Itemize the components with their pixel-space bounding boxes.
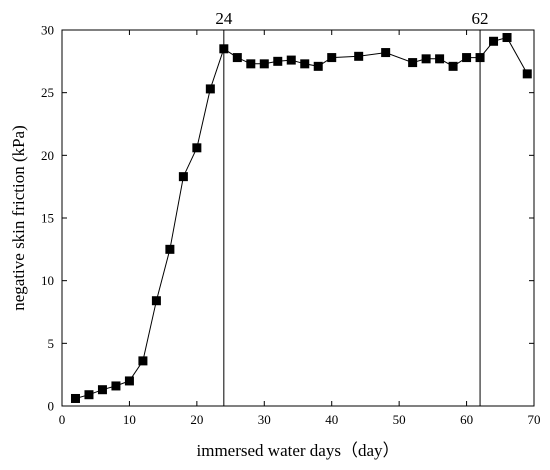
data-point xyxy=(381,48,391,58)
y-tick-label: 0 xyxy=(48,399,55,414)
data-point xyxy=(97,385,107,395)
data-point xyxy=(70,393,80,403)
x-tick-label: 60 xyxy=(460,412,473,427)
data-point xyxy=(246,59,256,69)
data-point xyxy=(138,356,148,366)
data-point xyxy=(408,58,418,68)
x-tick-label: 30 xyxy=(258,412,271,427)
x-axis-title: immersed water days（day） xyxy=(197,441,400,460)
data-point xyxy=(273,56,283,66)
data-point xyxy=(151,296,161,306)
data-point xyxy=(259,59,269,69)
data-point xyxy=(313,61,323,71)
x-tick-label: 20 xyxy=(190,412,203,427)
data-line xyxy=(75,36,528,399)
reference-line-label: 62 xyxy=(472,9,489,28)
data-point xyxy=(232,53,242,63)
x-tick-label: 70 xyxy=(528,412,541,427)
x-tick-label: 0 xyxy=(59,412,66,427)
data-point xyxy=(522,69,532,79)
y-tick-label: 15 xyxy=(41,211,54,226)
y-tick-label: 10 xyxy=(41,273,54,288)
x-tick-label: 10 xyxy=(123,412,136,427)
data-point xyxy=(124,376,134,386)
data-point xyxy=(300,59,310,69)
data-point xyxy=(192,143,202,153)
data-point xyxy=(205,84,215,94)
reference-lines: 24 62 xyxy=(215,9,489,406)
data-point xyxy=(111,381,121,391)
series-markers xyxy=(70,33,532,403)
x-tick-label: 50 xyxy=(393,412,406,427)
plot-frame xyxy=(61,29,535,407)
y-tick-label: 5 xyxy=(48,336,55,351)
y-tick-label: 25 xyxy=(41,85,54,100)
data-point xyxy=(354,51,364,61)
reference-line-label: 24 xyxy=(215,9,233,28)
data-point xyxy=(327,53,337,63)
data-point xyxy=(502,33,512,43)
data-point xyxy=(489,36,499,46)
data-point xyxy=(435,54,445,64)
y-axis-title: negative skin friction (kPa) xyxy=(9,125,28,311)
series-line xyxy=(75,36,528,399)
data-point xyxy=(165,244,175,254)
data-point xyxy=(462,53,472,63)
y-tick-label: 30 xyxy=(41,23,54,38)
data-point xyxy=(286,55,296,65)
y-tick-label: 20 xyxy=(41,148,54,163)
data-point xyxy=(178,172,188,182)
data-point xyxy=(421,54,431,64)
data-point xyxy=(448,61,458,71)
axes: 0 10 20 30 40 50 60 70 0 5 10 15 20 25 30 xyxy=(41,23,541,428)
x-tick-label: 40 xyxy=(325,412,338,427)
data-point xyxy=(84,390,94,400)
